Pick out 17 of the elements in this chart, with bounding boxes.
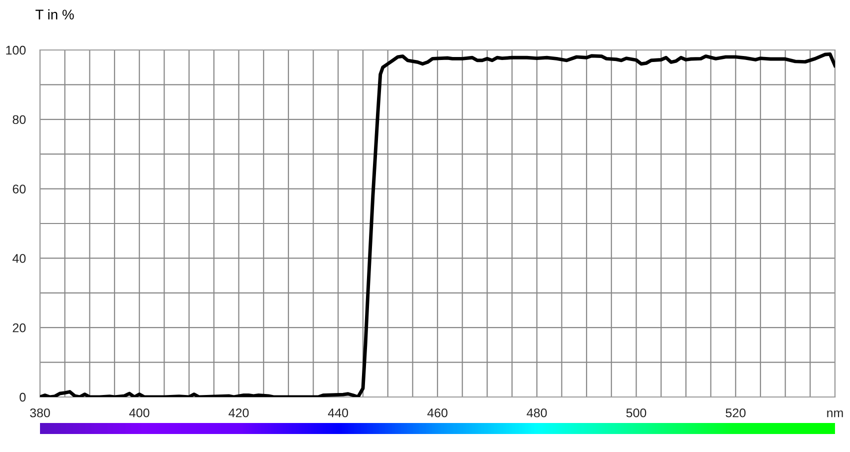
y-tick-label: 20 [12, 323, 26, 332]
y-axis-title: T in % [36, 9, 74, 20]
x-tick-label: 380 [30, 408, 50, 418]
x-tick-label: 420 [228, 408, 249, 418]
y-tick-label: 100 [6, 46, 26, 55]
x-tick-label: 460 [427, 408, 448, 418]
y-tick-label: 80 [12, 115, 26, 124]
x-tick-label: 500 [626, 408, 646, 418]
x-tick-label: 520 [726, 408, 746, 418]
x-tick-label: 440 [328, 408, 348, 418]
x-tick-label: 400 [129, 408, 150, 418]
y-tick-label: 40 [12, 254, 26, 263]
y-tick-label: 60 [12, 184, 26, 194]
y-tick-label: 0 [20, 392, 26, 402]
x-tick-label: 480 [526, 408, 547, 418]
x-tick-label: nm [827, 410, 843, 418]
line-series [40, 52, 835, 397]
